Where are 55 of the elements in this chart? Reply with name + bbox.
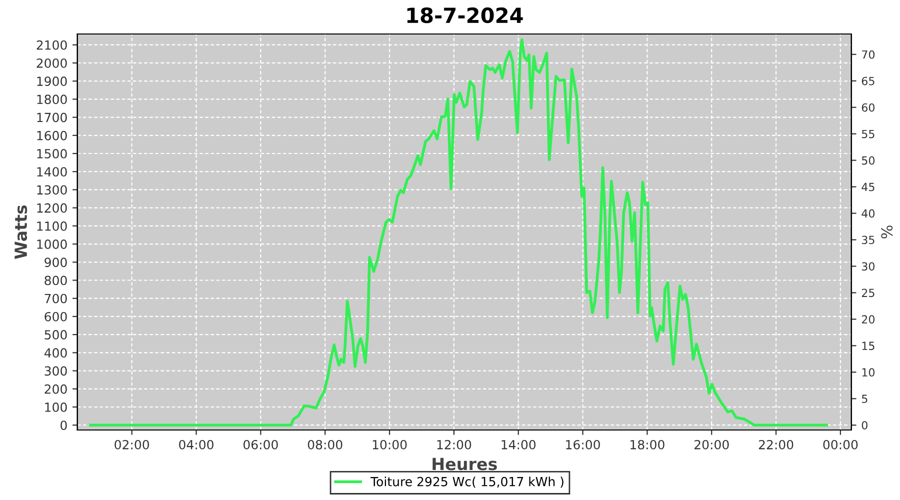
x-tick-label: 04:00 bbox=[179, 440, 214, 450]
y2-tick-label: 55 bbox=[862, 130, 874, 138]
y-tick-label: 0 bbox=[60, 420, 67, 430]
y-tick-label: 2100 bbox=[36, 40, 67, 50]
y2-tick-label: 15 bbox=[862, 342, 874, 350]
legend-label: Toiture 2925 Wc( 15,017 kWh ) bbox=[370, 476, 564, 488]
y2-tick-label: 35 bbox=[862, 236, 874, 244]
y2-tick-label: 45 bbox=[862, 182, 874, 192]
x-tick-label: 12:00 bbox=[437, 440, 472, 450]
y2-tick-label: 50 bbox=[862, 156, 875, 165]
x-tick-label: 14:00 bbox=[502, 440, 536, 450]
y-tick-label: 2000 bbox=[36, 58, 67, 68]
y-tick-label: 800 bbox=[44, 276, 67, 286]
y-tick-label: 500 bbox=[44, 330, 67, 340]
y-tick-label: 1600 bbox=[37, 130, 67, 140]
y2-tick-label: 30 bbox=[862, 262, 875, 271]
y-tick-label: 1100 bbox=[37, 221, 67, 231]
y-tick-label: 700 bbox=[44, 294, 67, 304]
y-tick-label: 1200 bbox=[37, 203, 67, 213]
x-tick-label: 02:00 bbox=[114, 440, 150, 450]
y-tick-label: 1500 bbox=[37, 148, 67, 158]
x-tick-label: 22:00 bbox=[758, 440, 794, 450]
chart-title: 18-7-2024 bbox=[407, 7, 523, 24]
y-tick-label: 600 bbox=[44, 312, 67, 322]
y2-tick-label: 70 bbox=[862, 50, 875, 59]
x-tick-label: 18:00 bbox=[630, 440, 664, 450]
y-tick-label: 1000 bbox=[37, 240, 67, 249]
y-tick-label: 200 bbox=[44, 384, 67, 394]
x-tick-label: 16:00 bbox=[566, 440, 600, 450]
y2-axis-title: % bbox=[881, 226, 893, 238]
y2-tick-label: 40 bbox=[862, 209, 875, 218]
y-tick-label: 1300 bbox=[37, 185, 67, 195]
y2-tick-label: 5 bbox=[862, 394, 868, 404]
y2-tick-label: 25 bbox=[862, 288, 874, 298]
y-tick-label: 400 bbox=[44, 348, 67, 358]
y2-tick-label: 0 bbox=[862, 421, 868, 430]
y2-tick-label: 20 bbox=[862, 315, 875, 324]
x-tick-label: 08:00 bbox=[308, 440, 342, 450]
y-tick-label: 300 bbox=[44, 366, 67, 376]
x-axis-title: Heures bbox=[432, 458, 497, 470]
y-tick-label: 1800 bbox=[37, 94, 67, 104]
y-tick-label: 1900 bbox=[37, 76, 67, 86]
x-tick-label: 20:00 bbox=[694, 440, 729, 450]
line-series bbox=[88, 38, 828, 426]
y-tick-label: 1700 bbox=[37, 112, 67, 122]
y2-tick-label: 10 bbox=[862, 368, 875, 377]
x-tick-label: 00:00 bbox=[823, 440, 858, 450]
y-tick-label: 900 bbox=[44, 258, 67, 268]
x-tick-label: 10:00 bbox=[372, 440, 407, 450]
y-tick-label: 1400 bbox=[37, 167, 67, 177]
x-tick-label: 06:00 bbox=[243, 440, 278, 450]
y-tick-label: 100 bbox=[45, 402, 67, 412]
y-axis-title: Watts bbox=[14, 205, 28, 259]
y2-tick-label: 60 bbox=[862, 103, 875, 112]
y2-tick-label: 65 bbox=[862, 76, 874, 86]
